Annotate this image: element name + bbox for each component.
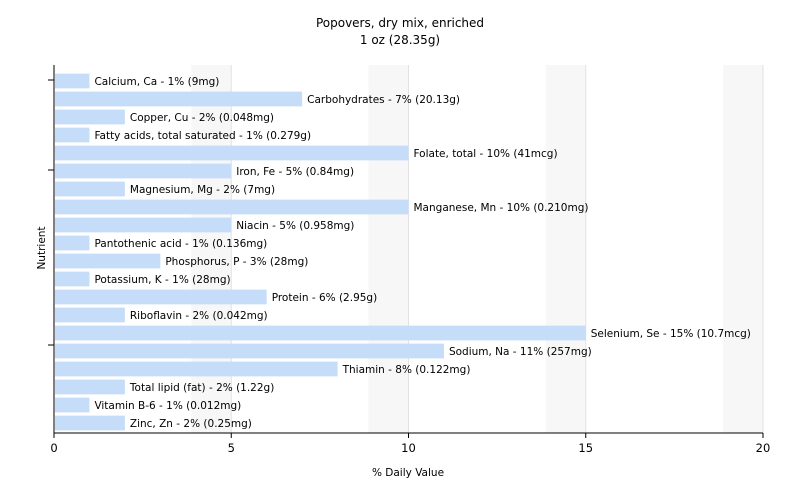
bar — [55, 379, 125, 395]
bar-label: Copper, Cu - 2% (0.048mg) — [130, 112, 274, 124]
x-axis-label: % Daily Value — [372, 467, 444, 479]
bar-label: Folate, total - 10% (41mcg) — [414, 148, 558, 160]
bar — [55, 73, 90, 89]
bar-label: Potassium, K - 1% (28mg) — [94, 274, 230, 286]
bar — [55, 145, 409, 161]
bar-label: Calcium, Ca - 1% (9mg) — [94, 76, 219, 88]
x-tick-label: 0 — [50, 441, 57, 455]
x-ticks: 0 5 10 15 20 — [50, 433, 770, 455]
bar-label: Fatty acids, total saturated - 1% (0.279… — [94, 130, 311, 142]
bar — [55, 109, 125, 125]
bar — [55, 253, 161, 269]
grid-band — [545, 65, 586, 433]
bar — [55, 181, 125, 197]
bar — [55, 397, 90, 413]
chart-subtitle: 1 oz (28.35g) — [360, 33, 440, 47]
x-tick-label: 10 — [401, 441, 416, 455]
bar — [55, 199, 409, 215]
bar — [55, 163, 232, 179]
bar-label: Vitamin B-6 - 1% (0.012mg) — [94, 400, 241, 412]
bar-label: Thiamin - 8% (0.122mg) — [342, 364, 471, 376]
bar — [55, 307, 125, 323]
bar-label: Protein - 6% (2.95g) — [272, 292, 378, 304]
bar-label: Iron, Fe - 5% (0.84mg) — [236, 166, 354, 178]
bar — [55, 361, 338, 377]
bar — [55, 325, 586, 341]
bar — [55, 91, 303, 107]
x-tick-label: 5 — [228, 441, 235, 455]
bar — [55, 235, 90, 251]
bar-label: Sodium, Na - 11% (257mg) — [449, 346, 592, 358]
bar-label: Pantothenic acid - 1% (0.136mg) — [94, 238, 267, 250]
grid-band — [723, 65, 763, 433]
bar-label: Niacin - 5% (0.958mg) — [236, 220, 354, 232]
bar-label: Manganese, Mn - 10% (0.210mg) — [414, 202, 589, 214]
bar-label: Zinc, Zn - 2% (0.25mg) — [130, 418, 252, 430]
bar — [55, 343, 444, 359]
x-tick-label: 15 — [578, 441, 593, 455]
bar — [55, 217, 232, 233]
bar — [55, 271, 90, 287]
bar-label: Total lipid (fat) - 2% (1.22g) — [129, 382, 274, 394]
bars: Calcium, Ca - 1% (9mg) Carbohydrates - 7%… — [55, 73, 751, 431]
x-tick-label: 20 — [756, 441, 771, 455]
bar — [55, 289, 267, 305]
bar-label: Riboflavin - 2% (0.042mg) — [130, 310, 268, 322]
y-axis-label: Nutrient — [36, 226, 48, 269]
bar-label: Phosphorus, P - 3% (28mg) — [165, 256, 308, 268]
chart-title: Popovers, dry mix, enriched — [316, 16, 484, 30]
bar-label: Magnesium, Mg - 2% (7mg) — [130, 184, 275, 196]
bar-label: Carbohydrates - 7% (20.13g) — [307, 94, 460, 106]
bar — [55, 127, 90, 143]
bar — [55, 415, 125, 431]
bar-label: Selenium, Se - 15% (10.7mcg) — [591, 328, 751, 340]
grid-band — [368, 65, 409, 433]
